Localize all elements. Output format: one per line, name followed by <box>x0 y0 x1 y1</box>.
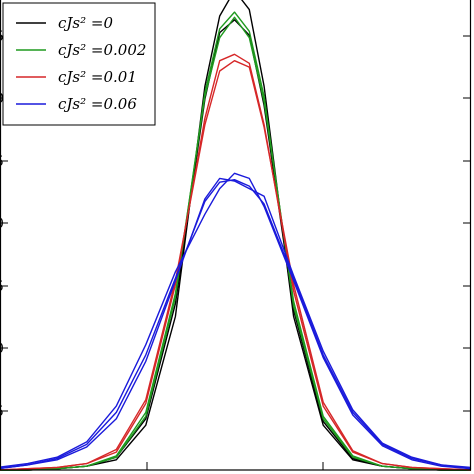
series-line-3-1 <box>0 172 472 470</box>
series-line-3-2 <box>0 177 472 470</box>
y-tick-label-2: 5 <box>0 154 4 170</box>
series-line-2-1 <box>0 60 472 471</box>
y-tick-label-3: 0 <box>0 216 4 232</box>
legend-label-3: cJs² =0.06 <box>58 95 137 113</box>
legend-label-0: cJs² =0 <box>58 14 113 32</box>
y-tick-label-5: 0 <box>0 341 4 357</box>
y-tick-label-0: 5 <box>0 29 4 45</box>
y-tick-label-6: 5 <box>0 404 4 420</box>
legend-label-1: cJs² =0.002 <box>58 41 146 59</box>
legend-label-2: cJs² =0.01 <box>58 68 137 86</box>
y-tick-label-4: 5 <box>0 279 4 295</box>
y-tick-label-1: 0 <box>0 91 4 107</box>
series-line-3-0 <box>0 178 472 470</box>
legend: cJs² =0 cJs² =0.002 cJs² =0.01 cJs² =0.0… <box>2 2 156 126</box>
series-line-1-1 <box>0 16 471 471</box>
